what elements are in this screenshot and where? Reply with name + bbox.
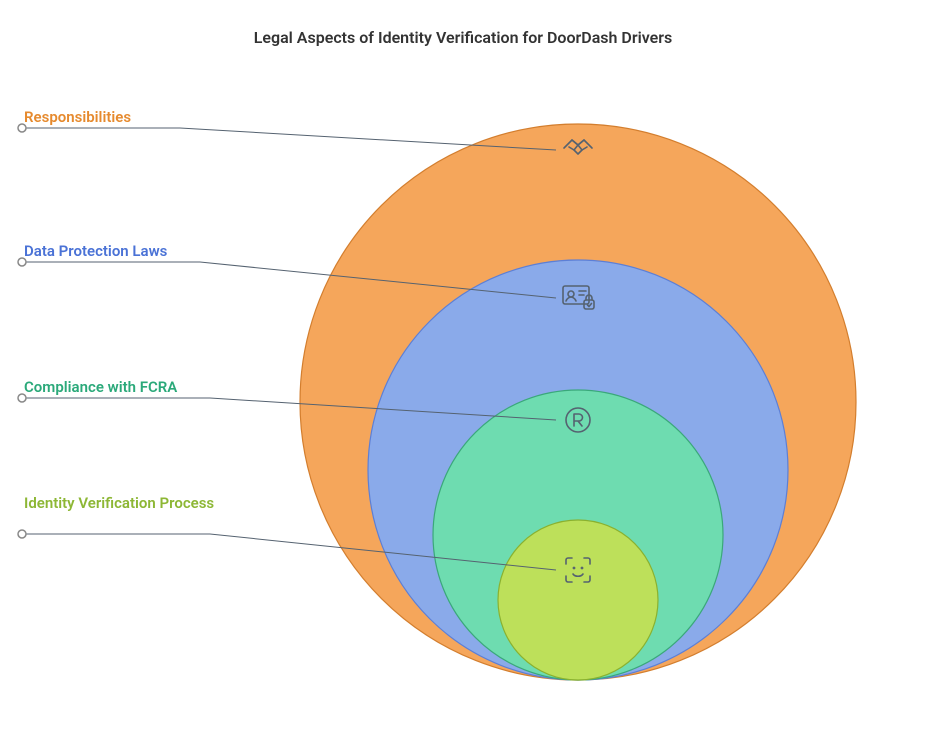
ring-label-0: Responsibilities xyxy=(24,108,131,128)
ring-3 xyxy=(498,520,658,680)
ring-label-3: Identity Verification Process xyxy=(24,494,214,514)
nested-circle-chart xyxy=(0,0,926,734)
leader-dot-3 xyxy=(18,530,26,538)
ring-label-1: Data Protection Laws xyxy=(24,242,167,262)
ring-label-2: Compliance with FCRA xyxy=(24,378,177,398)
